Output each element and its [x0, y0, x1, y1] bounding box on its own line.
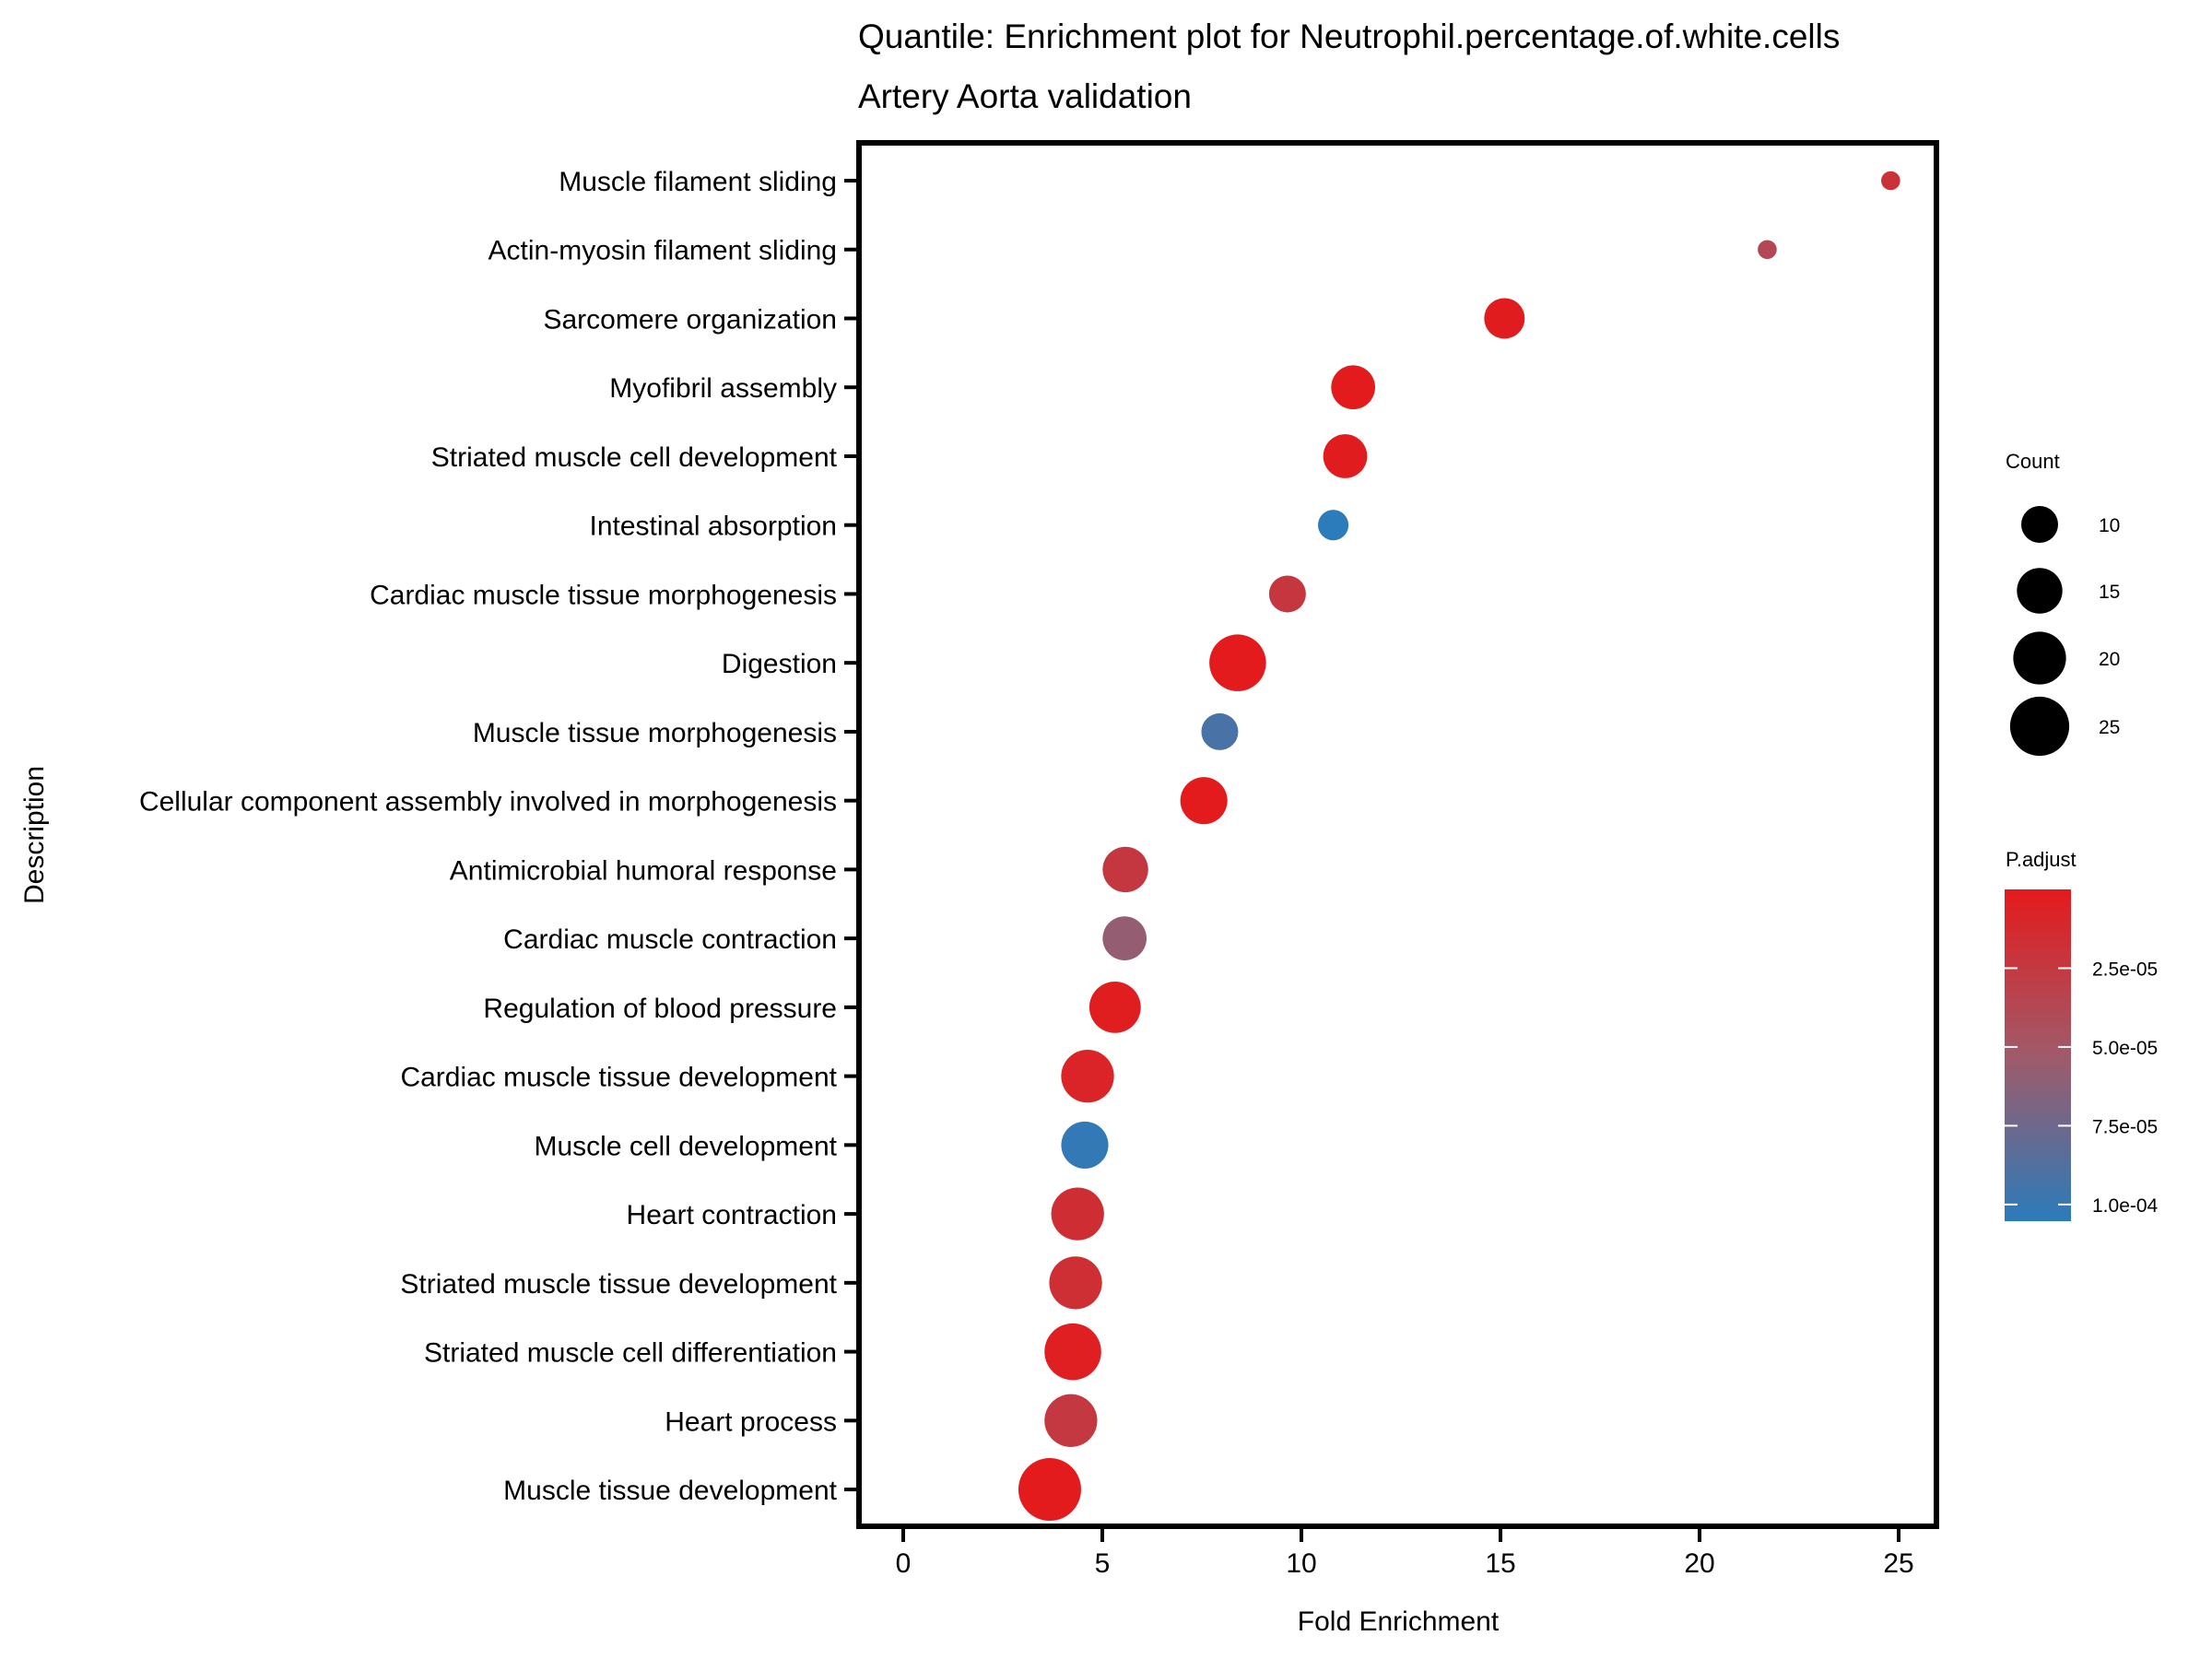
y-tick-label: Striated muscle tissue development	[400, 1269, 837, 1300]
data-point	[1051, 1187, 1104, 1241]
size-legend-key	[2013, 631, 2066, 685]
color-legend-title: P.adjust	[2006, 848, 2077, 871]
x-tick-label: 10	[1286, 1548, 1316, 1579]
y-tick-label: Regulation of blood pressure	[483, 994, 837, 1024]
data-point	[1102, 916, 1147, 960]
color-legend-label: 7.5e-05	[2092, 1116, 2158, 1137]
color-legend-label: 2.5e-05	[2092, 959, 2158, 980]
y-tick-label: Actin-myosin filament sliding	[488, 236, 837, 266]
y-tick-label: Cardiac muscle contraction	[503, 924, 837, 955]
data-point	[1061, 1049, 1114, 1103]
y-tick-label: Digestion	[722, 649, 837, 679]
size-legend-label: 10	[2099, 515, 2120, 536]
data-points	[1018, 171, 1900, 1522]
x-tick-label: 20	[1684, 1548, 1714, 1579]
y-tick-label: Muscle filament sliding	[559, 167, 837, 197]
y-tick-label: Striated muscle cell differentiation	[424, 1338, 837, 1369]
data-point	[1209, 634, 1266, 691]
y-tick-label: Antimicrobial humoral response	[450, 855, 837, 886]
x-tick-label: 15	[1485, 1548, 1515, 1579]
y-axis-ticks	[844, 179, 856, 1492]
data-point	[1102, 846, 1148, 893]
data-point	[1061, 1121, 1109, 1169]
x-axis-ticks: 0 5 10 15 20 25	[896, 1529, 1914, 1579]
y-axis-labels: Muscle filament sliding Actin-myosin fila…	[139, 167, 838, 1506]
color-bar	[2005, 889, 2071, 1221]
y-axis-title: Description	[19, 766, 50, 904]
data-point	[1044, 1394, 1098, 1447]
y-tick-label: Heart contraction	[627, 1200, 837, 1230]
size-legend: Count 10 15 20 25	[2006, 450, 2120, 757]
size-legend-label: 20	[2099, 649, 2120, 670]
size-legend-label: 15	[2099, 582, 2120, 603]
color-legend-label: 5.0e-05	[2092, 1038, 2158, 1059]
plot-panel-border	[856, 140, 1939, 1529]
y-tick-label: Muscle tissue morphogenesis	[473, 718, 837, 748]
data-point	[1758, 240, 1777, 260]
y-tick-label: Muscle cell development	[535, 1131, 838, 1161]
x-tick-label: 5	[1095, 1548, 1111, 1579]
data-point	[1201, 712, 1239, 750]
data-point	[1881, 171, 1900, 191]
size-legend-key	[2017, 568, 2063, 614]
data-point	[1049, 1256, 1102, 1310]
x-tick-label: 0	[896, 1548, 912, 1579]
data-point	[1088, 981, 1141, 1033]
data-point	[1268, 575, 1306, 613]
y-tick-label: Striated muscle cell development	[431, 442, 838, 473]
y-tick-label: Heart process	[665, 1406, 837, 1437]
x-tick-label: 25	[1883, 1548, 1913, 1579]
chart-title: Quantile: Enrichment plot for Neutrophil…	[858, 18, 1840, 55]
data-point	[1018, 1458, 1081, 1522]
size-legend-label: 25	[2099, 717, 2120, 738]
size-legend-key	[2021, 506, 2058, 543]
x-axis-title: Fold Enrichment	[1298, 1606, 1500, 1637]
size-legend-title: Count	[2006, 450, 2060, 473]
y-tick-label: Myofibril assembly	[609, 373, 837, 404]
y-tick-label: Cardiac muscle tissue morphogenesis	[370, 580, 837, 610]
data-point	[1331, 365, 1375, 410]
color-legend: P.adjust 2.5e-05 5.0e-05 7.5e-05 1.0e-04	[2005, 848, 2159, 1221]
y-tick-label: Sarcomere organization	[543, 304, 837, 335]
y-tick-label: Muscle tissue development	[503, 1476, 838, 1506]
data-point	[1323, 434, 1368, 478]
data-point	[1180, 777, 1228, 825]
y-tick-label: Intestinal absorption	[589, 512, 837, 542]
data-point	[1044, 1323, 1101, 1381]
color-legend-label: 1.0e-04	[2092, 1195, 2159, 1217]
y-tick-label: Cardiac muscle tissue development	[400, 1063, 837, 1093]
data-point	[1318, 510, 1349, 541]
y-tick-label: Cellular component assembly involved in …	[139, 787, 837, 818]
chart-subtitle: Artery Aorta validation	[858, 77, 1192, 115]
data-point	[1484, 298, 1525, 339]
size-legend-key	[2009, 696, 2070, 757]
